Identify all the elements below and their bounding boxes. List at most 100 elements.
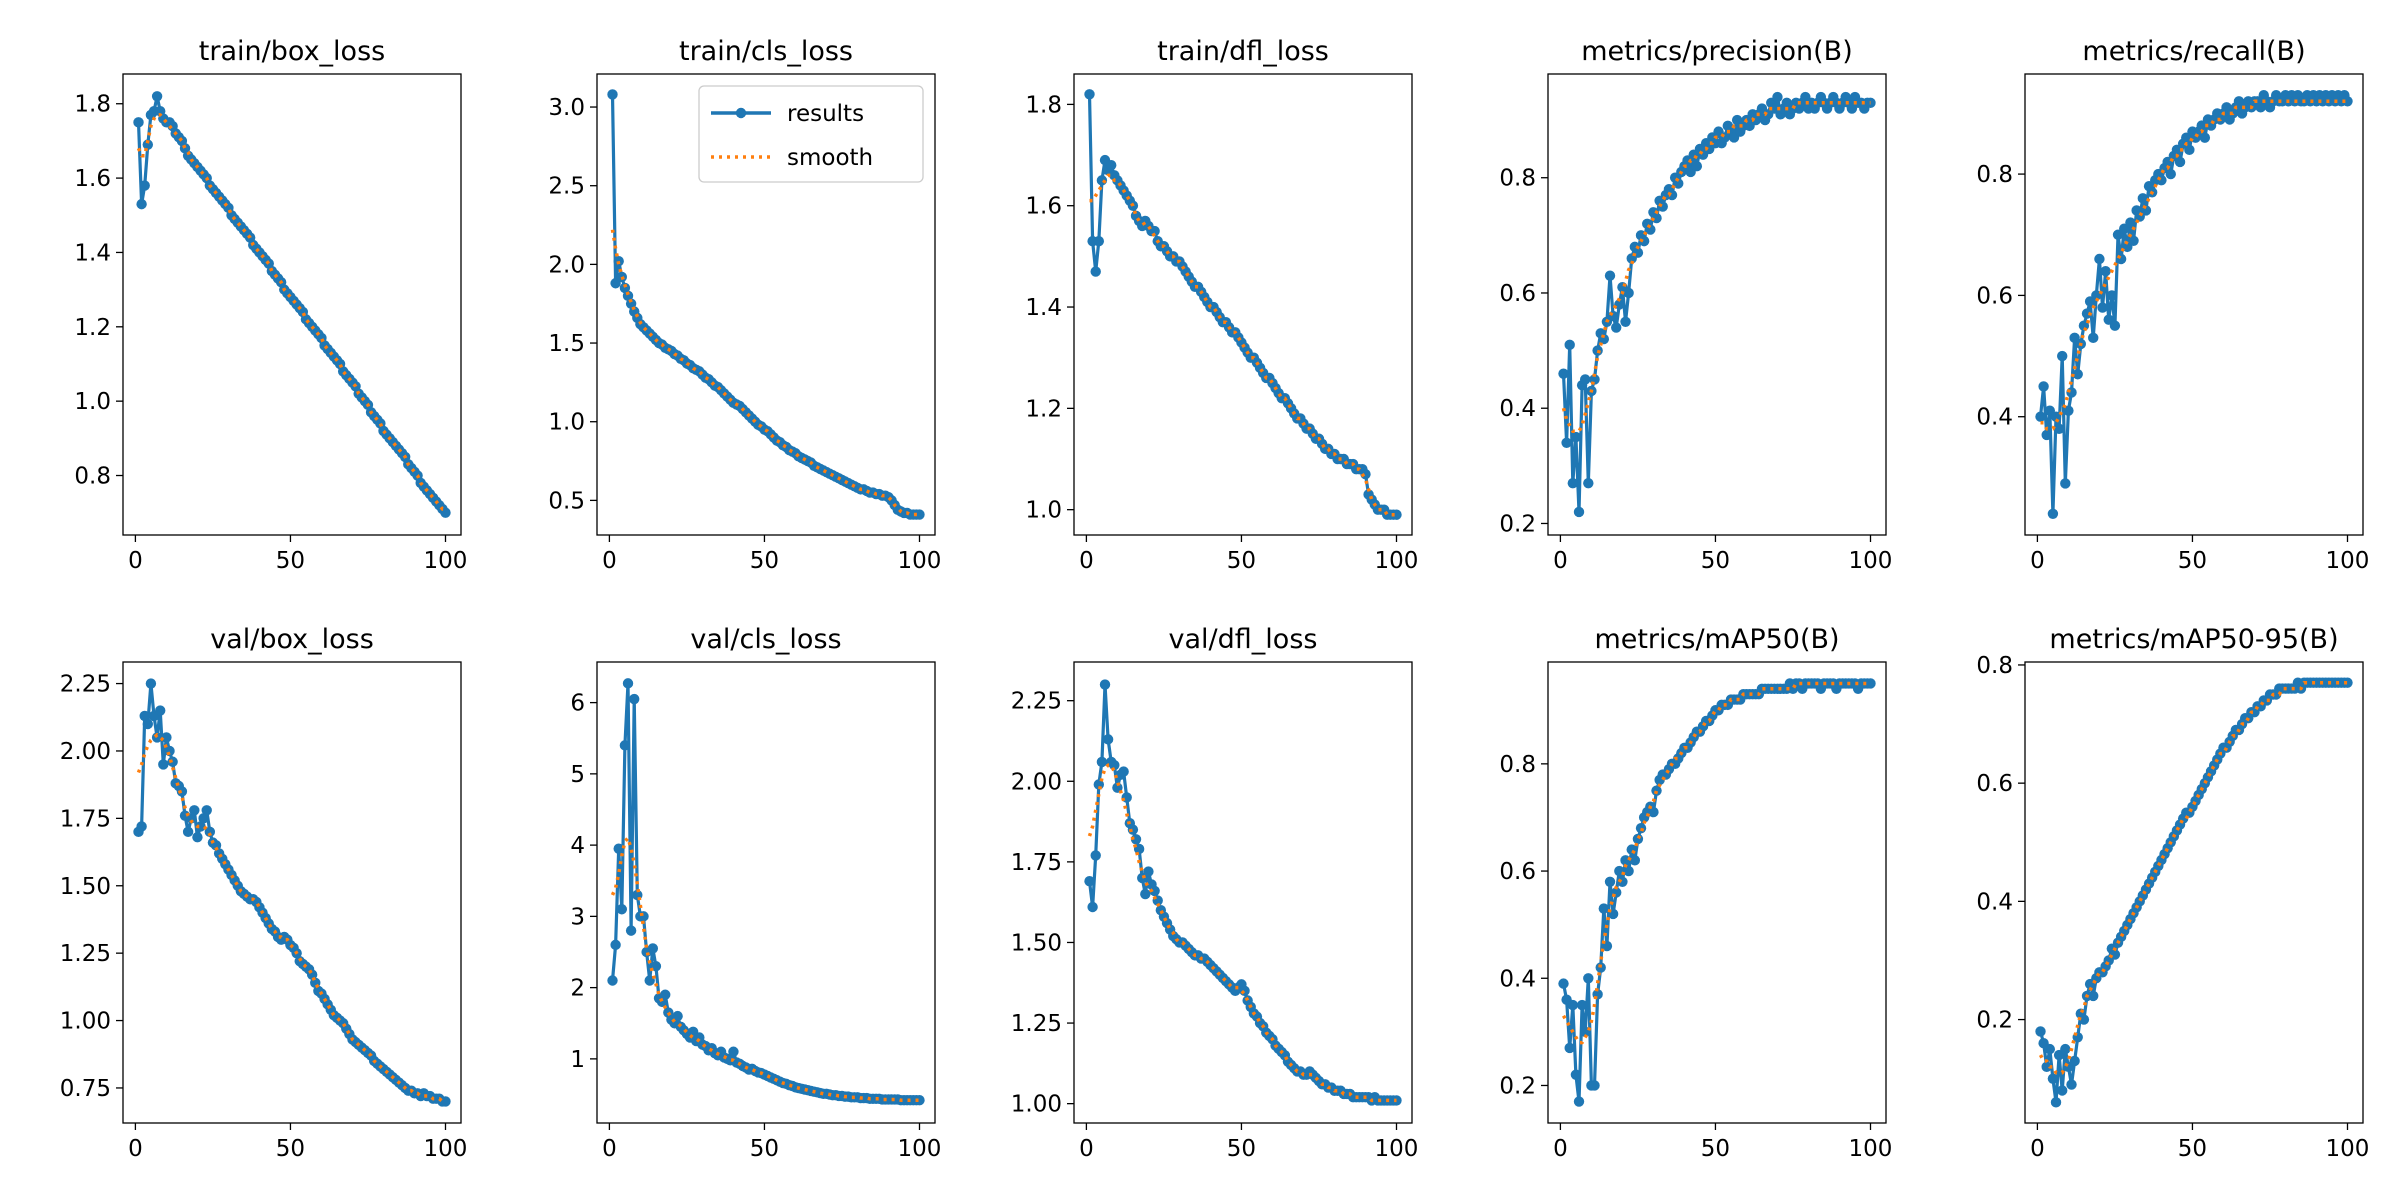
- point: [1561, 437, 1572, 448]
- x-tick-label: 0: [602, 548, 617, 574]
- smooth-line: [2040, 99, 2348, 431]
- subplot-title: metrics/mAP50(B): [1594, 624, 1839, 655]
- point: [176, 786, 188, 797]
- point: [2035, 411, 2046, 422]
- point: [607, 89, 618, 100]
- point: [139, 710, 150, 722]
- point: [139, 180, 150, 191]
- smooth-line: [610, 229, 920, 517]
- y-tick-label: 0.6: [1976, 771, 2013, 797]
- point: [1109, 759, 1120, 771]
- point: [1096, 756, 1108, 768]
- y-tick-label: 3: [570, 904, 585, 930]
- x-tick-label: 0: [602, 1136, 617, 1162]
- y-tick-label: 2: [570, 976, 585, 1002]
- x-tick-label: 0: [2030, 548, 2045, 574]
- point: [2184, 144, 2195, 156]
- point: [136, 821, 147, 832]
- point: [161, 732, 172, 743]
- point: [2081, 308, 2093, 319]
- y-tick-label: 1.75: [1011, 850, 1062, 876]
- smooth-line: [136, 113, 446, 511]
- y-tick-label: 1.00: [1011, 1092, 1062, 1118]
- point: [619, 282, 631, 294]
- point: [2088, 990, 2099, 1002]
- point: [151, 91, 163, 102]
- x-tick-label: 100: [1375, 1136, 1419, 1162]
- point: [2044, 1043, 2056, 1055]
- point: [1564, 1042, 1575, 1054]
- point: [2057, 1085, 2068, 1096]
- y-tick-label: 1.0: [1025, 498, 1062, 524]
- point: [1576, 999, 1588, 1011]
- point: [2174, 156, 2186, 168]
- point: [2165, 168, 2176, 180]
- x-tick-label: 0: [128, 548, 143, 574]
- smooth-line: [1087, 763, 1397, 1103]
- point: [1638, 235, 1650, 247]
- y-tick-label: 0.8: [1499, 752, 1536, 778]
- x-tick-label: 100: [2326, 1136, 2370, 1162]
- point: [2199, 132, 2211, 143]
- y-tick-label: 1.4: [1025, 295, 1062, 321]
- y-tick-label: 4: [570, 833, 585, 859]
- point: [2342, 677, 2353, 688]
- point: [1598, 903, 1610, 914]
- point: [2050, 411, 2062, 422]
- point: [2342, 96, 2353, 107]
- point: [182, 826, 194, 838]
- axes-frame: [2024, 661, 2364, 1124]
- point: [142, 718, 154, 730]
- point: [440, 1096, 451, 1107]
- point: [2060, 1043, 2071, 1055]
- point: [1573, 506, 1585, 518]
- point: [1570, 1069, 1582, 1080]
- point: [1084, 89, 1095, 100]
- point: [2066, 387, 2077, 398]
- point: [2035, 1026, 2046, 1037]
- y-tick-label: 0.8: [1976, 162, 2013, 188]
- point: [2047, 508, 2059, 519]
- point: [1580, 374, 1591, 385]
- point: [1620, 316, 1631, 327]
- legend-box: [698, 85, 924, 183]
- point: [195, 821, 206, 832]
- point: [1121, 792, 1132, 803]
- x-tick-label: 0: [128, 1136, 143, 1162]
- point: [2069, 1055, 2080, 1067]
- y-tick-label: 1.5: [548, 331, 585, 357]
- y-tick-label: 5: [570, 762, 585, 788]
- y-tick-label: 1.25: [60, 941, 111, 967]
- point: [2078, 1014, 2090, 1025]
- axes-frame: [596, 73, 936, 536]
- point: [2063, 405, 2074, 416]
- point: [914, 1094, 925, 1106]
- y-tick-label: 1.00: [60, 1009, 111, 1035]
- x-tick-label: 50: [2178, 1136, 2207, 1162]
- axes-frame: [1073, 661, 1413, 1124]
- point: [1090, 266, 1101, 277]
- point: [1239, 985, 1250, 997]
- point: [625, 925, 637, 936]
- y-tick-label: 3.0: [548, 95, 585, 121]
- x-tick-label: 100: [424, 1136, 468, 1162]
- point: [155, 705, 166, 716]
- subplot: metrics/recall(B) 0.4 0.6 0.8 0 50 100: [1976, 36, 2369, 574]
- subplot: val/cls_loss 1 2 3 4 5 6 0 50 100: [570, 624, 941, 1162]
- subplot: metrics/mAP50(B) 0.2 0.4 0.6 0.8 0 50 100: [1499, 624, 1892, 1162]
- point: [192, 832, 203, 843]
- y-tick-label: 1.8: [1025, 92, 1062, 118]
- y-tick-label: 1.0: [548, 410, 585, 436]
- point: [189, 805, 200, 816]
- y-tick-label: 0.4: [1499, 396, 1536, 422]
- y-tick-label: 2.00: [60, 739, 111, 765]
- point: [1564, 339, 1575, 351]
- point: [1673, 178, 1684, 189]
- point: [1573, 1096, 1585, 1107]
- point: [1604, 876, 1616, 887]
- y-tick-label: 2.00: [1011, 769, 1062, 795]
- x-tick-label: 0: [1079, 548, 1094, 574]
- point: [1102, 734, 1114, 745]
- point: [1589, 1080, 1600, 1091]
